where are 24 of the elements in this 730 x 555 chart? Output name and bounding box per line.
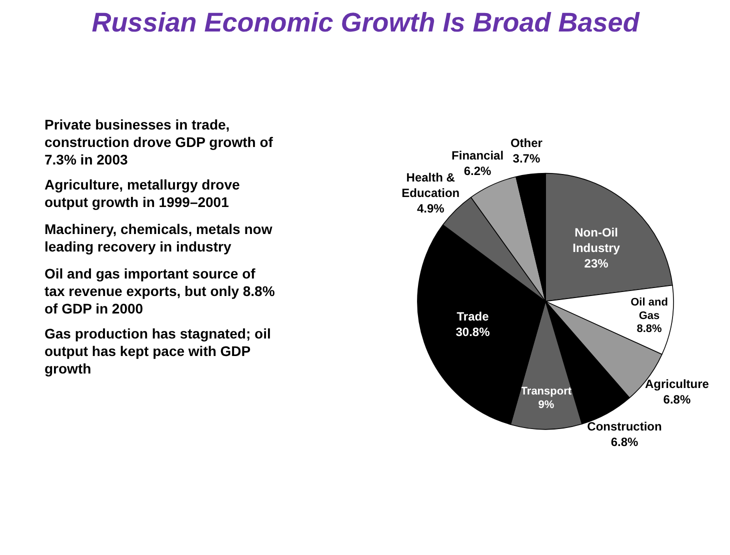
data-label: 4.9% bbox=[416, 202, 445, 216]
text: Agriculture, metallurgy drove output growth in 1999–2001 bbox=[44, 176, 240, 210]
slice-label: Non-Oil Industry bbox=[572, 226, 620, 256]
data-label: 6.8% bbox=[610, 434, 639, 449]
text: Gas production has stagnated; oil output has kept pace with GDP growth bbox=[44, 325, 271, 377]
data-label: 8.8% bbox=[636, 323, 662, 336]
slice-label: Transport bbox=[520, 386, 572, 398]
chart-title: Russian Economic Growth Is Broad Based bbox=[92, 8, 640, 38]
data-label: 6.8% bbox=[663, 392, 691, 407]
data-label: 23% bbox=[584, 256, 609, 270]
data-label: 6.2% bbox=[464, 164, 492, 178]
slice-label: Other bbox=[510, 136, 543, 150]
slice-label: Health & Education bbox=[402, 170, 460, 200]
slice-label: Financial bbox=[452, 148, 504, 163]
slice-label: Agriculture bbox=[644, 377, 710, 392]
data-label: 30.8% bbox=[456, 324, 490, 339]
slice-label: Construction bbox=[587, 419, 662, 434]
slice-label: Trade bbox=[456, 309, 490, 324]
text: Oil and gas important source of tax revenue exports, but only 8.8% of GDP in 2000 bbox=[44, 265, 276, 316]
slice-label: Oil and Gas bbox=[630, 296, 668, 322]
data-label: 9% bbox=[538, 398, 554, 411]
text: Machinery, chemicals, metals now leading recovery in industry bbox=[44, 220, 272, 254]
text: Private businesses in trade, construction drove GDP growth of 7.3% in 2003 bbox=[44, 116, 274, 168]
data-label: 3.7% bbox=[512, 151, 540, 166]
